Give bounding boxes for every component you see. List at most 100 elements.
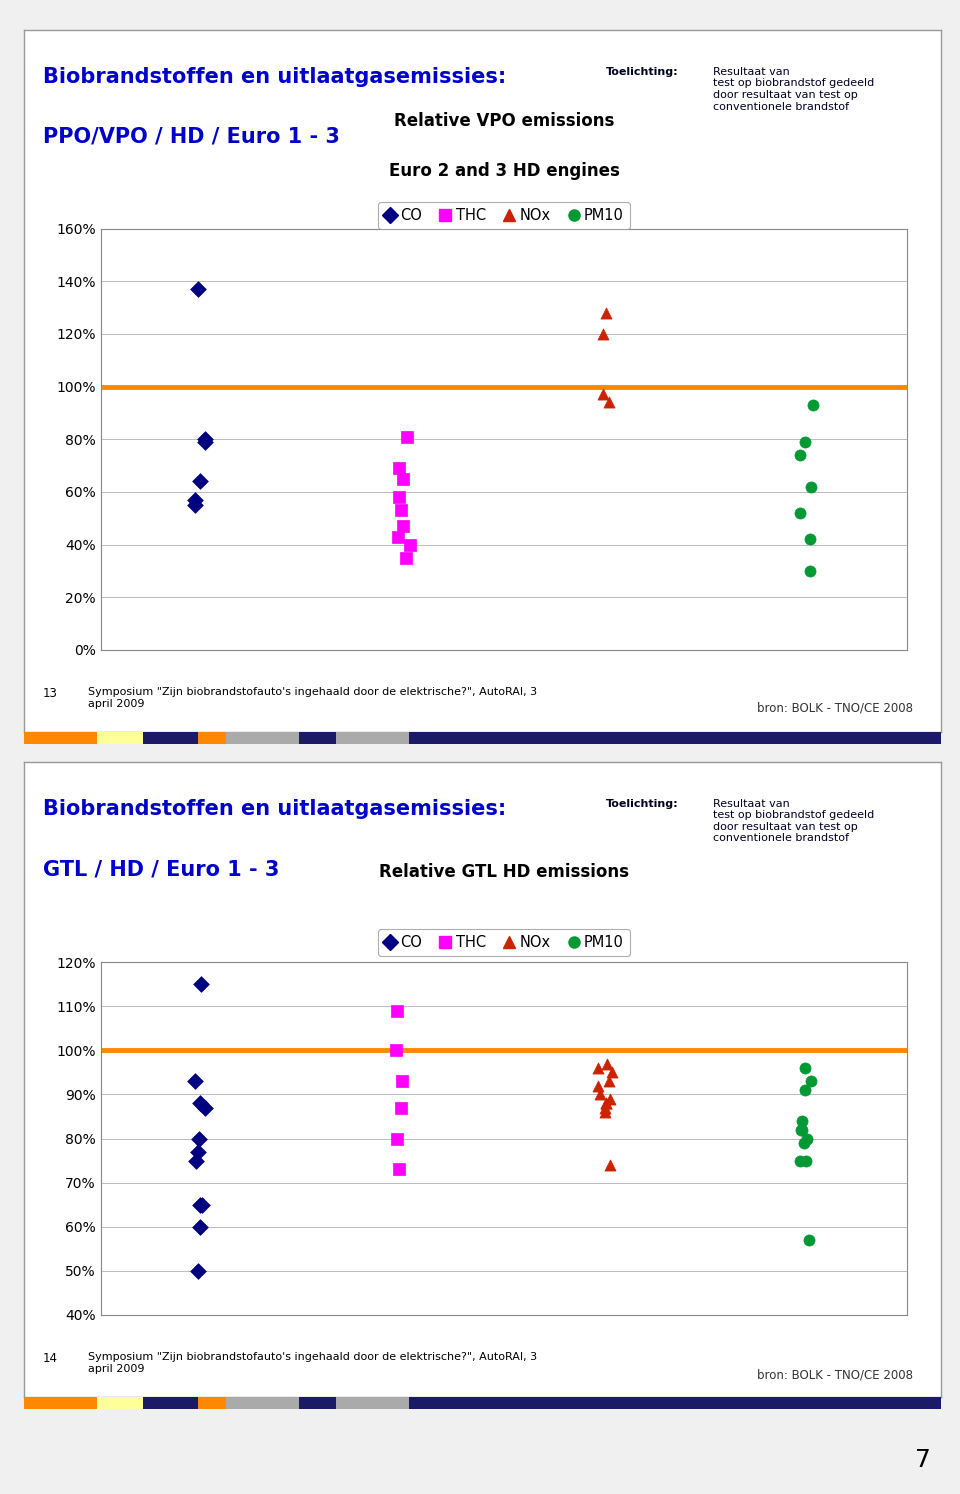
- Point: [196, 1126, 211, 1150]
- Point: [604, 1088, 619, 1112]
- Bar: [300, 1397, 336, 1409]
- Point: [598, 1083, 613, 1107]
- Point: [799, 559, 814, 583]
- Text: GTL / HD / Euro 1 - 3: GTL / HD / Euro 1 - 3: [43, 859, 279, 878]
- Point: [197, 973, 212, 996]
- Point: [199, 430, 214, 454]
- Point: [592, 390, 608, 414]
- Text: Relative GTL HD emissions: Relative GTL HD emissions: [379, 864, 629, 881]
- Point: [796, 1149, 811, 1173]
- Point: [593, 323, 609, 347]
- Bar: [409, 1397, 464, 1409]
- Bar: [24, 1397, 97, 1409]
- Point: [603, 1091, 618, 1115]
- Bar: [143, 1397, 198, 1409]
- Text: Biobrandstoffen en uitlaatgasemissies:: Biobrandstoffen en uitlaatgasemissies:: [43, 67, 507, 87]
- Point: [794, 1056, 809, 1080]
- Point: [395, 1070, 410, 1094]
- Point: [594, 1095, 610, 1119]
- Text: Symposium "Zijn biobrandstofauto's ingehaald door de elektrische?", AutoRAI, 3
a: Symposium "Zijn biobrandstofauto's ingeh…: [88, 1352, 538, 1373]
- Bar: [464, 1397, 941, 1409]
- Point: [391, 456, 406, 480]
- Point: [193, 1259, 208, 1283]
- Point: [199, 1192, 214, 1216]
- Point: [199, 493, 214, 517]
- Text: Toelichting:: Toelichting:: [606, 67, 679, 76]
- Point: [598, 1091, 613, 1115]
- Point: [197, 1070, 212, 1094]
- Point: [194, 1140, 209, 1164]
- Text: 13: 13: [42, 687, 58, 701]
- Bar: [143, 732, 198, 744]
- Point: [805, 1149, 821, 1173]
- Point: [793, 527, 808, 551]
- Bar: [24, 732, 97, 744]
- Point: [601, 300, 616, 324]
- Bar: [464, 732, 941, 744]
- Text: PPO/VPO / HD / Euro 1 - 3: PPO/VPO / HD / Euro 1 - 3: [43, 127, 340, 146]
- Point: [401, 545, 417, 569]
- Text: bron: BOLK - TNO/CE 2008: bron: BOLK - TNO/CE 2008: [757, 702, 913, 714]
- Point: [594, 1061, 610, 1085]
- Point: [401, 532, 417, 556]
- Text: bron: BOLK - TNO/CE 2008: bron: BOLK - TNO/CE 2008: [757, 1369, 913, 1380]
- Text: 14: 14: [42, 1352, 58, 1366]
- Bar: [409, 732, 464, 744]
- Point: [393, 999, 408, 1023]
- Point: [401, 499, 417, 523]
- Point: [596, 1052, 612, 1076]
- Point: [196, 469, 211, 493]
- Point: [189, 1095, 204, 1119]
- Point: [393, 1126, 408, 1150]
- Point: [196, 1091, 211, 1115]
- Point: [396, 1038, 411, 1062]
- Bar: [97, 732, 143, 744]
- Point: [801, 475, 816, 499]
- Text: Toelichting:: Toelichting:: [606, 798, 679, 808]
- Point: [803, 1079, 818, 1103]
- Point: [191, 427, 206, 451]
- Point: [399, 466, 415, 490]
- Point: [802, 1228, 817, 1252]
- Text: 7: 7: [915, 1448, 931, 1472]
- Point: [199, 1149, 214, 1173]
- Point: [599, 1100, 614, 1123]
- Point: [191, 1215, 206, 1239]
- Point: [794, 393, 809, 417]
- Point: [798, 1118, 813, 1141]
- Bar: [300, 732, 336, 744]
- Bar: [336, 732, 409, 744]
- Text: Euro 2 and 3 HD engines: Euro 2 and 3 HD engines: [389, 163, 619, 181]
- Point: [392, 486, 407, 509]
- Point: [600, 1153, 615, 1177]
- Point: [195, 1192, 210, 1216]
- Point: [797, 444, 812, 468]
- Point: [391, 424, 406, 448]
- Point: [393, 514, 408, 538]
- Point: [195, 278, 210, 302]
- Point: [793, 1131, 808, 1155]
- Point: [189, 489, 204, 512]
- Point: [396, 1095, 412, 1119]
- Legend: CO, THC, NOx, PM10: CO, THC, NOx, PM10: [378, 929, 630, 956]
- Legend: CO, THC, NOx, PM10: CO, THC, NOx, PM10: [378, 202, 630, 229]
- Point: [591, 382, 607, 406]
- Bar: [198, 1397, 226, 1409]
- Bar: [97, 1397, 143, 1409]
- Text: Resultaat van
test op biobrandstof gedeeld
door resultaat van test op
convention: Resultaat van test op biobrandstof gedee…: [713, 798, 875, 843]
- Point: [803, 430, 818, 454]
- Text: Resultaat van
test op biobrandstof gedeeld
door resultaat van test op
convention: Resultaat van test op biobrandstof gedee…: [713, 67, 875, 112]
- Point: [802, 1109, 817, 1132]
- Point: [396, 1158, 412, 1182]
- Point: [595, 1056, 611, 1080]
- Point: [798, 1070, 813, 1094]
- Point: [396, 524, 411, 548]
- Point: [600, 1074, 615, 1098]
- Point: [802, 1118, 817, 1141]
- Bar: [226, 1397, 300, 1409]
- Text: Symposium "Zijn biobrandstofauto's ingehaald door de elektrische?", AutoRAI, 3
a: Symposium "Zijn biobrandstofauto's ingeh…: [88, 687, 538, 708]
- Bar: [198, 732, 226, 744]
- Bar: [226, 732, 300, 744]
- Text: Biobrandstoffen en uitlaatgasemissies:: Biobrandstoffen en uitlaatgasemissies:: [43, 799, 507, 819]
- Text: Relative VPO emissions: Relative VPO emissions: [394, 112, 614, 130]
